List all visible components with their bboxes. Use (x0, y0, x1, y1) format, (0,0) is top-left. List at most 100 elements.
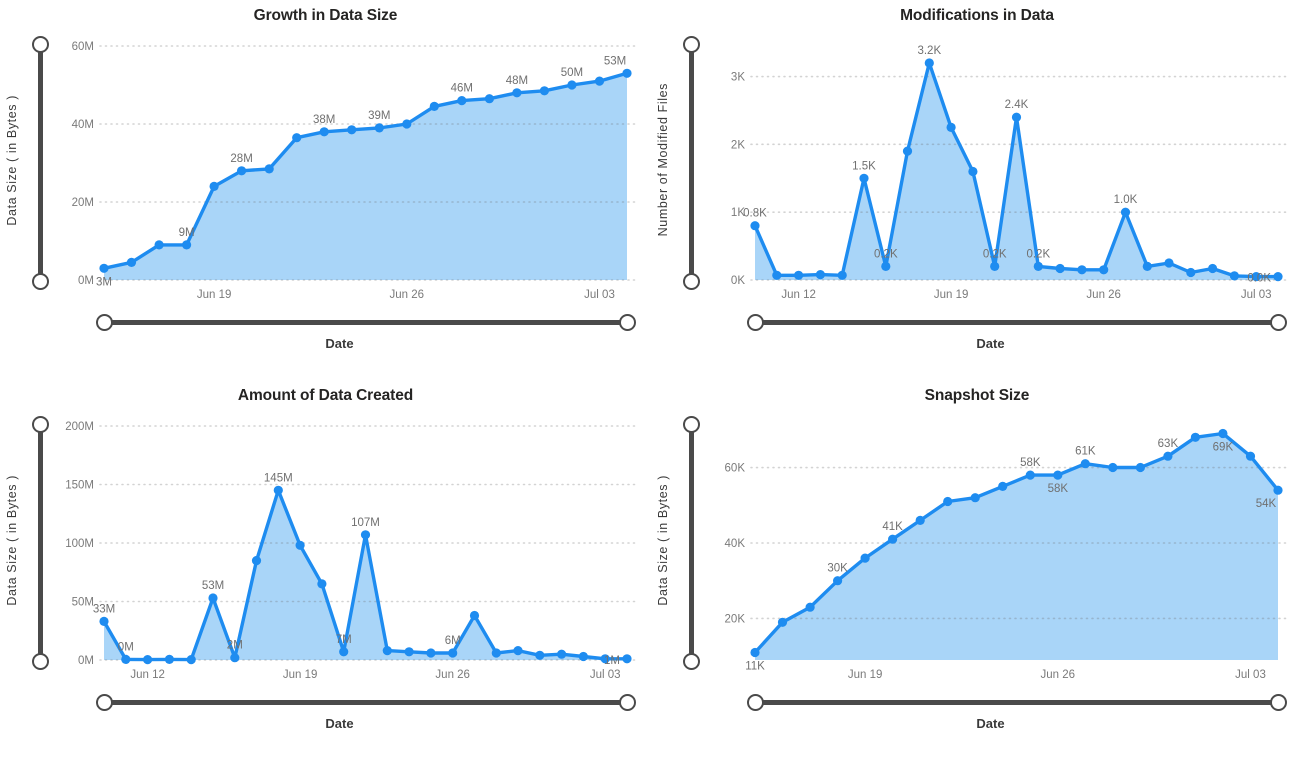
svg-text:7M: 7M (336, 634, 352, 646)
svg-text:0.0K: 0.0K (1247, 273, 1271, 285)
svg-text:60M: 60M (72, 41, 94, 53)
slider-handle-right[interactable] (619, 694, 636, 711)
svg-text:Jun 26: Jun 26 (390, 289, 425, 301)
slider-handle-top[interactable] (32, 416, 49, 433)
area-series[interactable] (755, 433, 1278, 661)
svg-text:3M: 3M (96, 276, 112, 288)
svg-text:100M: 100M (65, 538, 94, 550)
svg-text:1K: 1K (731, 207, 745, 219)
slider-handle-left[interactable] (747, 314, 764, 331)
slider-handle-bottom[interactable] (32, 653, 49, 670)
slider-handle-left[interactable] (96, 694, 113, 711)
slider-handle-right[interactable] (1270, 314, 1287, 331)
y-axis-title: Data Size ( in Bytes ) (656, 474, 670, 606)
svg-text:28M: 28M (230, 153, 252, 165)
y-range-slider[interactable] (683, 416, 700, 670)
slider-track[interactable] (689, 424, 694, 662)
data-points[interactable] (750, 428, 1283, 658)
x-axis-title: Date (976, 716, 1005, 731)
svg-text:1M: 1M (604, 655, 620, 667)
slider-track[interactable] (38, 44, 43, 282)
gridlines (99, 45, 636, 281)
slider-handle-bottom[interactable] (32, 273, 49, 290)
svg-text:Jun 19: Jun 19 (283, 669, 318, 681)
y-range-slider[interactable] (32, 36, 49, 290)
y-range-slider[interactable] (32, 416, 49, 670)
svg-text:40M: 40M (72, 119, 94, 131)
slider-track[interactable] (104, 320, 628, 325)
area-series[interactable] (104, 73, 627, 280)
chart-title: Amount of Data Created (237, 387, 414, 404)
chart-growth-in-data-size: Growth in Data Size Data Size ( in Bytes… (0, 0, 651, 380)
y-tick-labels: 0K 1K 2K 3K (731, 72, 745, 287)
svg-text:54K: 54K (1256, 498, 1277, 510)
svg-text:60K: 60K (725, 463, 746, 475)
svg-text:Jun 19: Jun 19 (934, 289, 969, 301)
y-tick-labels: 0M 50M 100M 150M 200M (65, 421, 94, 667)
x-range-slider[interactable] (747, 694, 1287, 711)
slider-handle-bottom[interactable] (683, 273, 700, 290)
svg-text:Jun 19: Jun 19 (197, 289, 232, 301)
data-labels: 33M 0M 53M 2M 145M 7M 107M 6M 1M (93, 472, 620, 667)
svg-text:0M: 0M (78, 655, 94, 667)
slider-track[interactable] (38, 424, 43, 662)
line-series[interactable] (753, 431, 1280, 655)
svg-text:2K: 2K (731, 139, 745, 151)
slider-handle-bottom[interactable] (683, 653, 700, 670)
svg-text:145M: 145M (264, 472, 293, 484)
slider-handle-right[interactable] (1270, 694, 1287, 711)
chart-title: Growth in Data Size (253, 7, 398, 24)
slider-track[interactable] (104, 700, 628, 705)
gridlines (750, 75, 1287, 281)
data-points[interactable] (750, 58, 1283, 282)
chart-amount-of-data-created: Amount of Data Created Data Size ( in By… (0, 380, 651, 760)
area-series[interactable] (755, 63, 1278, 280)
data-labels: 11K 30K 41K 58K 58K 61K 63K 69K 54K (745, 438, 1276, 672)
x-axis-title: Date (325, 336, 354, 351)
slider-handle-left[interactable] (747, 694, 764, 711)
svg-text:50M: 50M (561, 67, 583, 79)
x-range-slider[interactable] (96, 694, 636, 711)
slider-handle-right[interactable] (619, 314, 636, 331)
data-points[interactable] (99, 68, 632, 273)
slider-handle-top[interactable] (683, 416, 700, 433)
svg-text:20M: 20M (72, 197, 94, 209)
slider-track[interactable] (755, 700, 1279, 705)
area-series[interactable] (104, 490, 627, 660)
slider-track[interactable] (755, 320, 1279, 325)
svg-text:58K: 58K (1048, 483, 1069, 495)
svg-text:38M: 38M (313, 114, 335, 126)
svg-text:Jun 12: Jun 12 (781, 289, 816, 301)
svg-text:39M: 39M (368, 110, 390, 122)
data-labels: 0.8K 1.5K 0.2K 3.2K 0.2K 2.4K 0.2K 1.0K 0.0K (743, 45, 1271, 285)
x-range-slider[interactable] (96, 314, 636, 331)
y-tick-labels: 0M 20M 40M 60M (72, 41, 94, 287)
x-range-slider[interactable] (747, 314, 1287, 331)
svg-text:6M: 6M (445, 635, 461, 647)
data-points[interactable] (99, 485, 632, 665)
slider-handle-top[interactable] (32, 36, 49, 53)
svg-text:53M: 53M (202, 580, 224, 592)
svg-text:61K: 61K (1075, 446, 1096, 458)
slider-track[interactable] (689, 44, 694, 282)
slider-handle-left[interactable] (96, 314, 113, 331)
slider-handle-top[interactable] (683, 36, 700, 53)
area-chart-plot[interactable]: 0M 50M 100M 150M 200M Jun 12 Jun 19 Jun 26 Jul 0… (52, 408, 647, 688)
svg-text:11K: 11K (745, 661, 765, 673)
svg-text:0M: 0M (118, 641, 134, 653)
svg-text:53M: 53M (604, 55, 626, 67)
svg-text:0.2K: 0.2K (1026, 248, 1050, 260)
area-chart-plot[interactable]: 20K 40K 60K Jun 19 Jun 26 Jul 03 11K 30K 41K 58K 5… (703, 408, 1298, 688)
svg-text:Jun 12: Jun 12 (130, 669, 165, 681)
chart-snapshot-size: Snapshot Size Data Size ( in Bytes ) 20K… (651, 380, 1303, 760)
svg-text:2M: 2M (227, 640, 243, 652)
svg-text:48M: 48M (506, 75, 528, 87)
y-range-slider[interactable] (683, 36, 700, 290)
area-chart-plot[interactable]: 0K 1K 2K 3K Jun 12 Jun 19 Jun 26 Jul 03 0.8K 1.5K… (703, 28, 1298, 308)
svg-text:0.2K: 0.2K (874, 248, 898, 260)
svg-text:2.4K: 2.4K (1005, 99, 1029, 111)
x-tick-labels: Jun 12 Jun 19 Jun 26 Jul 03 (130, 669, 620, 681)
svg-text:Jul 03: Jul 03 (1235, 669, 1266, 681)
